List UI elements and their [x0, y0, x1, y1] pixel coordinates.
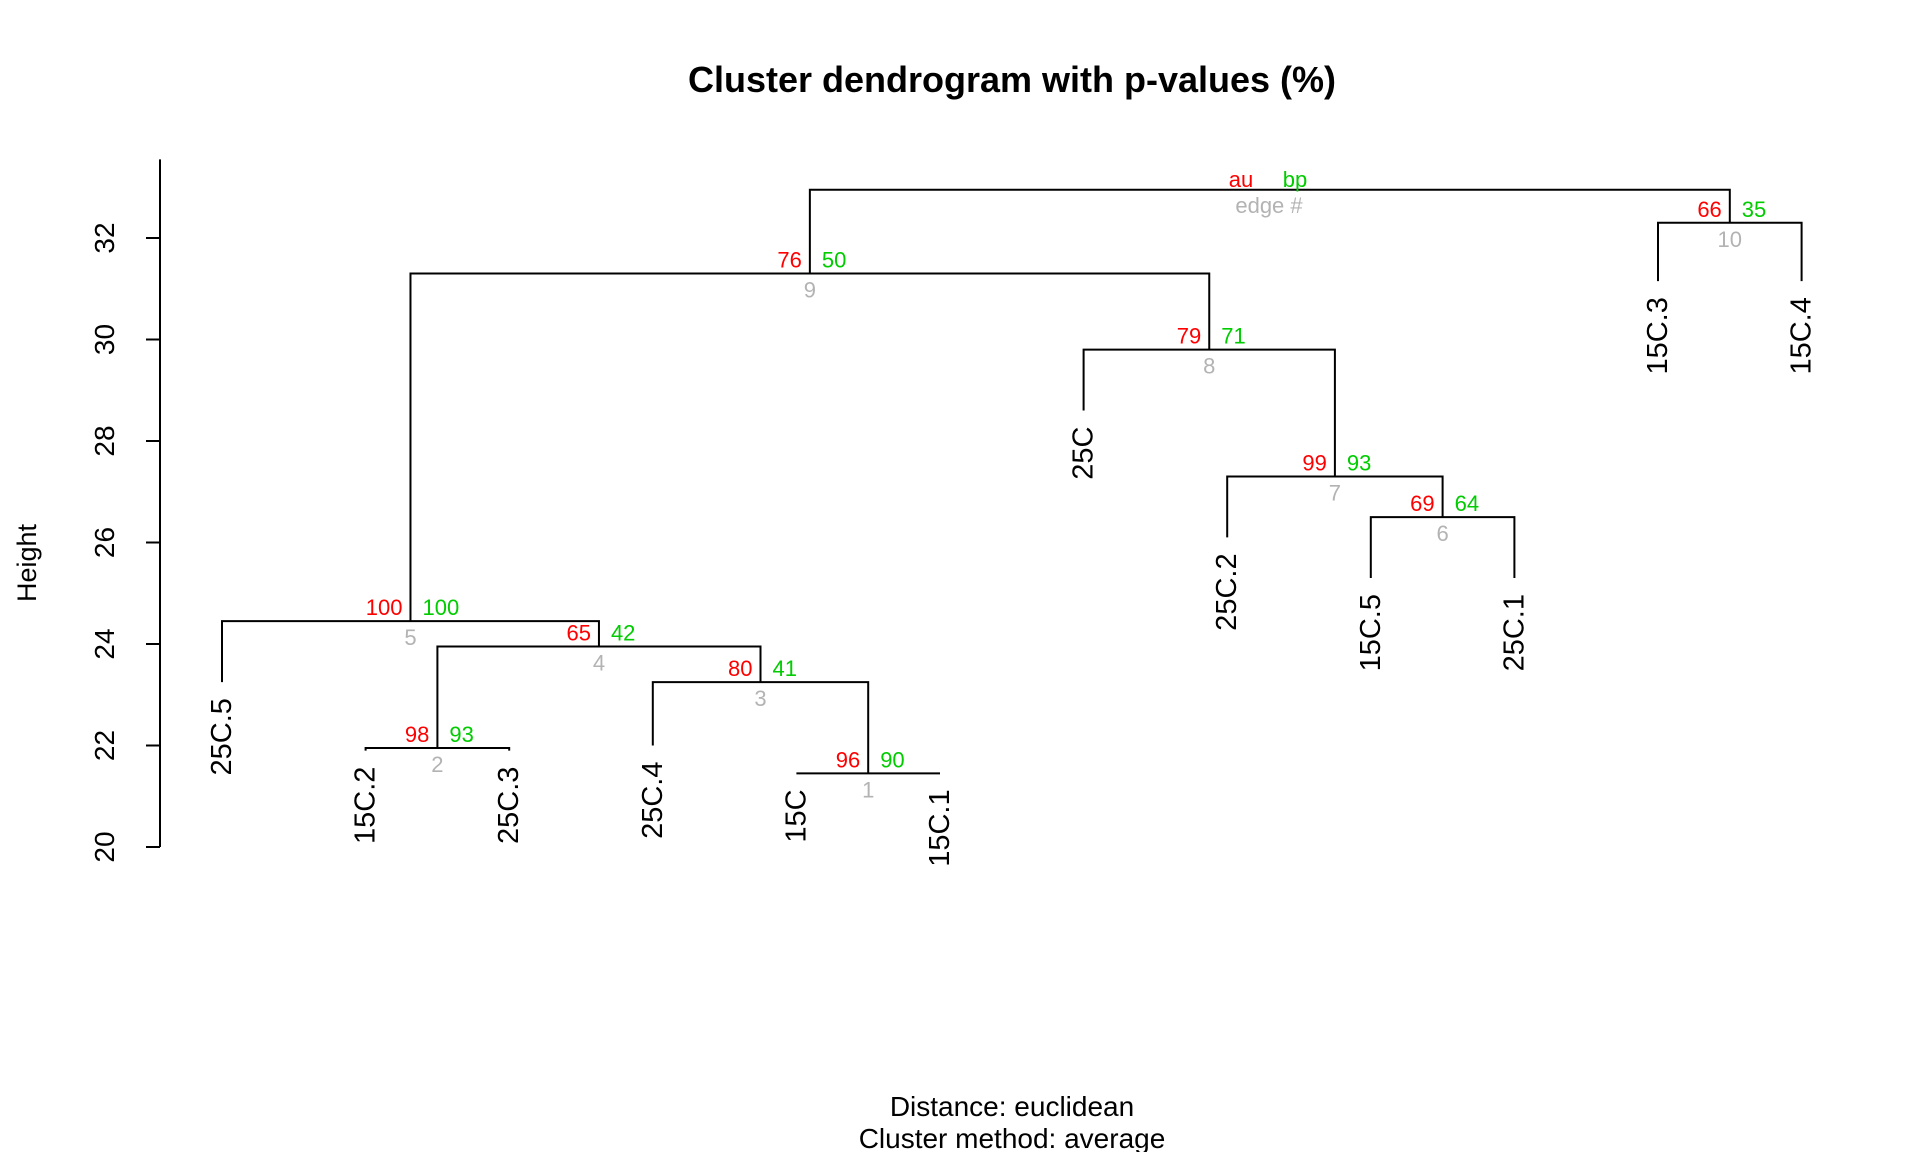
leaf-label: 25C.4: [637, 762, 669, 839]
bp-value: 90: [880, 747, 904, 772]
dendrogram-tree: [221, 188, 1803, 775]
leaf-labels: 25C.5 15C.2 25C.3 25C.4 15C 15C.1 25C 25C.2 15C.…: [206, 297, 1818, 867]
edge-number: 1: [862, 777, 874, 802]
au-value: 65: [566, 621, 590, 646]
leaf-label: 25C.2: [1211, 553, 1243, 630]
leaf-label: 25C.1: [1498, 594, 1530, 671]
y-axis: 20 22 24 26 28 30 32: [89, 159, 161, 863]
au-value: 100: [366, 595, 403, 620]
leaf-label: 25C.3: [493, 767, 525, 844]
edge-number: 8: [1203, 354, 1215, 379]
dendrogram-branch: [808, 188, 1731, 274]
legend-edge: edge #: [1235, 193, 1303, 218]
au-value: 99: [1302, 451, 1326, 476]
leaf-label: 15C.3: [1642, 297, 1674, 374]
chart-title: Cluster dendrogram with p-values (%): [688, 59, 1336, 100]
bp-value: 50: [822, 248, 846, 273]
y-tick-label: 20: [89, 831, 120, 862]
y-tick-label: 28: [89, 425, 120, 456]
edge-number: 6: [1436, 521, 1448, 546]
y-tick-label: 22: [89, 730, 120, 761]
edge-number: 4: [593, 651, 605, 676]
au-value: 96: [836, 747, 860, 772]
bp-value: 93: [1347, 451, 1371, 476]
y-tick-label: 32: [89, 222, 120, 253]
leaf-label: 25C.5: [206, 698, 238, 775]
edge-number: 2: [431, 752, 443, 777]
bp-value: 100: [422, 595, 459, 620]
au-value: 79: [1177, 324, 1201, 349]
y-tick-label: 26: [89, 527, 120, 558]
leaf-label: 15C.1: [924, 789, 956, 866]
method-caption: Cluster method: average: [859, 1123, 1166, 1152]
edge-number: 5: [404, 625, 416, 650]
edge-number: 3: [754, 686, 766, 711]
au-value: 66: [1697, 197, 1721, 222]
leaf-label: 25C: [1068, 427, 1100, 480]
leaf-label: 15C: [780, 789, 812, 842]
dendrogram-branch: [364, 747, 511, 751]
bp-value: 71: [1221, 324, 1245, 349]
au-value: 76: [777, 248, 801, 273]
y-tick-label: 30: [89, 324, 120, 355]
au-value: 98: [405, 722, 429, 747]
au-value: 80: [728, 656, 752, 681]
dendrogram-branch: [651, 681, 870, 774]
legend-bp: bp: [1283, 167, 1307, 192]
distance-caption: Distance: euclidean: [890, 1091, 1134, 1122]
edge-number: 9: [804, 278, 816, 303]
bp-value: 42: [611, 621, 635, 646]
legend-au: au: [1229, 167, 1253, 192]
edge-number: 7: [1329, 481, 1341, 506]
edge-number: 10: [1718, 227, 1742, 252]
leaf-label: 15C.4: [1786, 297, 1818, 374]
bp-value: 41: [773, 656, 797, 681]
leaf-label: 15C.2: [350, 767, 382, 844]
leaf-label: 15C.5: [1355, 594, 1387, 671]
y-axis-label: Height: [12, 523, 42, 602]
y-tick-label: 24: [89, 628, 120, 659]
bp-value: 64: [1455, 491, 1479, 516]
au-value: 69: [1410, 491, 1434, 516]
bp-value: 93: [449, 722, 473, 747]
bp-value: 35: [1742, 197, 1766, 222]
